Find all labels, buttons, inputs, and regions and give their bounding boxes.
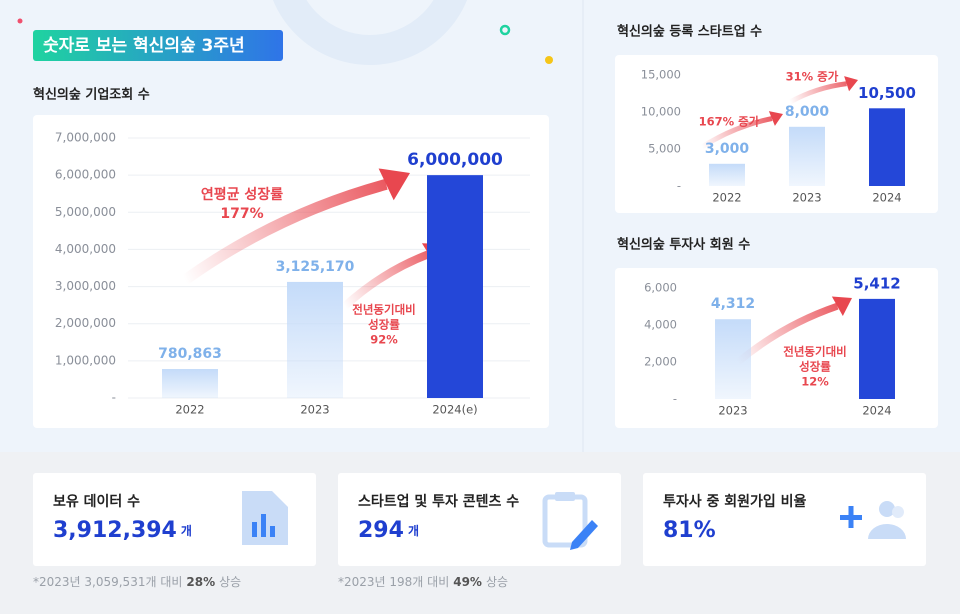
chart-panel <box>615 268 938 428</box>
stat-value: 294 <box>358 518 404 543</box>
decor-dot <box>545 56 553 64</box>
note-text: 상승 <box>219 575 241 589</box>
decor-dot <box>17 18 23 24</box>
stat-value: 3,912,394 <box>53 518 177 543</box>
bar <box>789 126 825 186</box>
y-tick-label: 6,000,000 <box>55 168 116 182</box>
document-chart-icon <box>242 491 288 545</box>
decor-ring <box>272 0 468 65</box>
growth-arrow <box>342 250 431 309</box>
note-highlight: 28% <box>186 575 215 589</box>
chart-title: 혁신의숲 기업조회 수 <box>33 87 150 103</box>
note-highlight: 49% <box>453 575 482 589</box>
stat-card <box>643 473 926 566</box>
value-label: 3,125,170 <box>276 259 355 275</box>
x-tick-label: 2023 <box>300 403 329 417</box>
value-label: 6,000,000 <box>407 150 503 170</box>
value-label: 4,312 <box>711 296 755 312</box>
annotation: 12% <box>801 375 829 389</box>
annotation: 167% 증가 <box>699 115 760 129</box>
bar <box>162 368 218 398</box>
bar <box>859 298 895 399</box>
bar <box>287 281 343 398</box>
annotation: 92% <box>370 333 398 347</box>
y-tick-label: 4,000 <box>644 318 677 332</box>
clipboard-icon <box>542 492 598 550</box>
annotation: 전년동기대비 <box>352 303 415 317</box>
annotation: 전년동기대비 <box>783 345 846 359</box>
x-tick-label: 2024 <box>862 404 891 418</box>
annotation: 연평균 성장률 <box>201 186 283 203</box>
annotation: 31% 증가 <box>786 70 839 84</box>
arrow-head <box>844 76 858 92</box>
annotation: 177% <box>220 206 263 222</box>
y-tick-label: 1,000,000 <box>55 353 116 367</box>
y-tick-label: 5,000,000 <box>55 205 116 219</box>
bar <box>427 175 483 398</box>
note-text: *2023년 198개 대비 <box>338 575 449 589</box>
stat-value-line: 3,912,394 개 <box>53 518 192 543</box>
x-tick-label: 2023 <box>792 191 821 205</box>
stat-unit: 개 <box>181 524 192 538</box>
x-tick-label: 2023 <box>718 404 747 418</box>
value-label: 5,412 <box>853 274 900 292</box>
annotation: 성장률 <box>368 318 400 332</box>
x-tick-label: 2022 <box>175 403 204 417</box>
y-tick-label: 5,000 <box>648 142 681 156</box>
y-tick-label: 6,000 <box>644 281 677 295</box>
bar <box>709 163 745 186</box>
y-tick-label: 7,000,000 <box>55 131 116 145</box>
note-text: *2023년 3,059,531개 대비 <box>33 575 182 589</box>
y-tick-label: 3,000,000 <box>55 279 116 293</box>
stat-unit: 개 <box>408 524 419 538</box>
arrow-head <box>378 168 410 201</box>
page-title: 숫자로 보는 혁신의숲 3주년 <box>43 35 245 56</box>
stat-value-line: 294 개 <box>358 518 419 543</box>
stat-value: 81% <box>663 518 716 543</box>
growth-arrow <box>788 81 847 105</box>
y-tick-label: 2,000 <box>644 355 677 369</box>
add-user-icon <box>840 501 906 539</box>
arrow-head <box>768 111 783 126</box>
value-label: 8,000 <box>785 104 830 120</box>
growth-arrow <box>181 179 388 285</box>
chart-panel <box>33 115 549 428</box>
y-tick-label: - <box>677 179 681 193</box>
bar <box>869 108 905 186</box>
stat-label: 투자사 중 회원가입 비율 <box>663 493 807 510</box>
chart-title: 혁신의숲 투자사 회원 수 <box>617 237 750 253</box>
chart-panel <box>615 55 938 213</box>
chart-title: 혁신의숲 등록 스타트업 수 <box>617 24 762 40</box>
value-label: 3,000 <box>705 141 750 157</box>
note-text: 상승 <box>486 575 508 589</box>
growth-arrow <box>700 116 773 150</box>
stat-label: 보유 데이터 수 <box>53 493 140 510</box>
decor-ring <box>499 24 511 36</box>
stat-note: *2023년 198개 대비 49% 상승 <box>338 575 508 589</box>
title-badge <box>33 30 283 61</box>
arrow-head <box>831 296 852 316</box>
annotation: 성장률 <box>799 360 831 374</box>
x-tick-label: 2024 <box>872 191 901 205</box>
y-tick-label: - <box>112 391 116 405</box>
y-tick-label: 2,000,000 <box>55 316 116 330</box>
x-tick-label: 2022 <box>712 191 741 205</box>
y-tick-label: 15,000 <box>641 68 681 82</box>
value-label: 10,500 <box>858 84 916 102</box>
value-label: 780,863 <box>158 346 222 362</box>
y-tick-label: 10,000 <box>641 105 681 119</box>
y-tick-label: - <box>673 392 677 406</box>
stat-value-line: 81% <box>663 518 716 543</box>
stat-note: *2023년 3,059,531개 대비 28% 상승 <box>33 575 241 589</box>
y-tick-label: 4,000,000 <box>55 242 116 256</box>
bar <box>715 319 751 399</box>
stat-label: 스타트업 및 투자 콘텐츠 수 <box>358 493 519 510</box>
x-tick-label: 2024(e) <box>432 403 477 417</box>
